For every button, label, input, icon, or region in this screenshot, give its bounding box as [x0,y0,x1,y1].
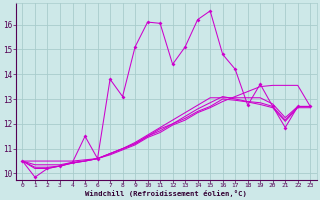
X-axis label: Windchill (Refroidissement éolien,°C): Windchill (Refroidissement éolien,°C) [85,190,247,197]
